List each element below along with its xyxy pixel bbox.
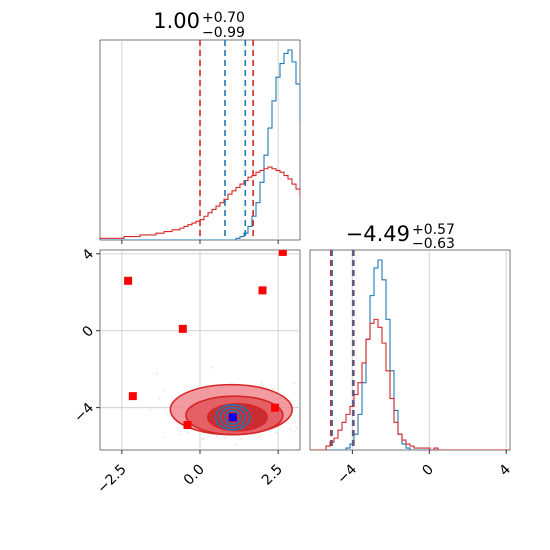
marginal-x-histogram (100, 166, 300, 240)
marginal-x-title-plus: +0.70 (202, 10, 245, 26)
joint-x-tick-label: −2.5 (94, 462, 129, 497)
marginal-y-histogram (310, 259, 510, 450)
joint-red-marker (128, 392, 137, 401)
joint-sample-dot (201, 437, 203, 440)
joint-sample-dot (370, 409, 372, 411)
joint-y-tick-label: 0 (80, 323, 98, 341)
joint-sample-dot (178, 433, 180, 435)
joint-red-marker (178, 324, 187, 333)
joint-sample-dot (294, 421, 297, 423)
marginal-x-title-value: 1.00 (153, 9, 200, 33)
joint-sample-dot (223, 437, 226, 440)
joint-blue-contour (219, 406, 247, 428)
joint-sample-dot (312, 413, 314, 415)
joint-blue-contour (214, 404, 251, 431)
marginal-y-histograms (310, 259, 510, 450)
joint-panel: −2.5 0.0 2.5 −4 0 4 (71, 246, 372, 497)
joint-y-tick-label: −4 (71, 400, 97, 426)
marginal-y-histogram (310, 318, 510, 450)
joint-sample-dot (156, 372, 158, 375)
joint-sample-dot (216, 437, 219, 439)
joint-points (124, 250, 287, 429)
joint-sample-dot (211, 366, 214, 369)
marginal-y-tick-label: 0 (419, 462, 437, 480)
joint-blue-contour (224, 409, 242, 425)
marginal-x-panel: 1.00 +0.70 −0.99 (99, 9, 301, 244)
marginal-y-grid (351, 250, 507, 450)
joint-sample-dot (319, 395, 321, 397)
joint-sample-dot (162, 389, 165, 392)
joint-sample-dot (299, 388, 300, 390)
joint-sample-dot (235, 444, 238, 446)
marginal-y-frame (309, 249, 511, 451)
joint-x-tick-label: 0.0 (181, 462, 208, 489)
marginal-y-quantile-lines (329, 250, 355, 450)
marginal-y-tick-label: 4 (496, 461, 514, 479)
joint-sample-dot (292, 448, 295, 450)
joint-sample-dot (260, 434, 263, 437)
joint-sample-dot (149, 409, 152, 411)
joint-red-marker (278, 250, 287, 256)
joint-sample-dot (293, 382, 295, 385)
joint-sample-dot (261, 385, 263, 387)
marginal-x-histograms (100, 49, 300, 240)
marginal-y-panel: −4 0 4 −4.49 +0.57 −0.63 (309, 222, 514, 487)
joint-red-marker (183, 421, 192, 429)
joint-sample-dot (274, 431, 277, 434)
joint-red-marker (271, 403, 279, 412)
marginal-y-ticks: −4 0 4 (334, 450, 514, 487)
joint-x-tick-label: 2.5 (259, 462, 286, 489)
marginal-y-title-value: −4.49 (346, 222, 410, 246)
joint-sample-dot (237, 438, 240, 440)
joint-red-marker (124, 276, 133, 285)
joint-sample-dot (314, 436, 316, 438)
joint-sample-dot (240, 438, 243, 440)
joint-sample-dot (271, 388, 274, 390)
joint-sample-dot (296, 427, 298, 429)
joint-red-marker (258, 286, 267, 295)
joint-sample-dot (202, 438, 205, 441)
joint-sample-dot (216, 434, 218, 437)
joint-sample-dot (260, 382, 263, 384)
joint-sample-dot (162, 436, 165, 438)
marginal-y-tick-label: −4 (334, 461, 360, 487)
joint-sample-dot (293, 431, 296, 433)
marginal-x-quantile-lines (199, 40, 254, 240)
marginal-x-histogram (100, 49, 300, 240)
marginal-y-title-plus: +0.57 (412, 222, 455, 238)
joint-sample-dot (257, 436, 259, 438)
marginal-x-title-minus: −0.99 (202, 25, 245, 41)
joint-y-tick-label: 4 (80, 246, 98, 264)
marginal-y-title-minus: −0.63 (412, 236, 455, 252)
joint-sample-dot (186, 431, 189, 434)
joint-sample-dot (158, 397, 160, 400)
joint-blue-marker (228, 413, 237, 422)
marginal-x-tick-marks (121, 240, 279, 244)
joint-sample-dot (290, 428, 292, 431)
